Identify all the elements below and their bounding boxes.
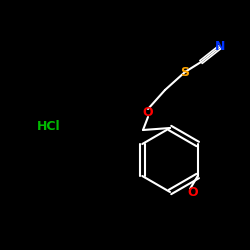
- Text: HCl: HCl: [37, 120, 60, 134]
- Text: S: S: [180, 66, 190, 78]
- Text: O: O: [188, 186, 198, 200]
- Text: N: N: [215, 40, 225, 54]
- Text: O: O: [143, 106, 153, 120]
